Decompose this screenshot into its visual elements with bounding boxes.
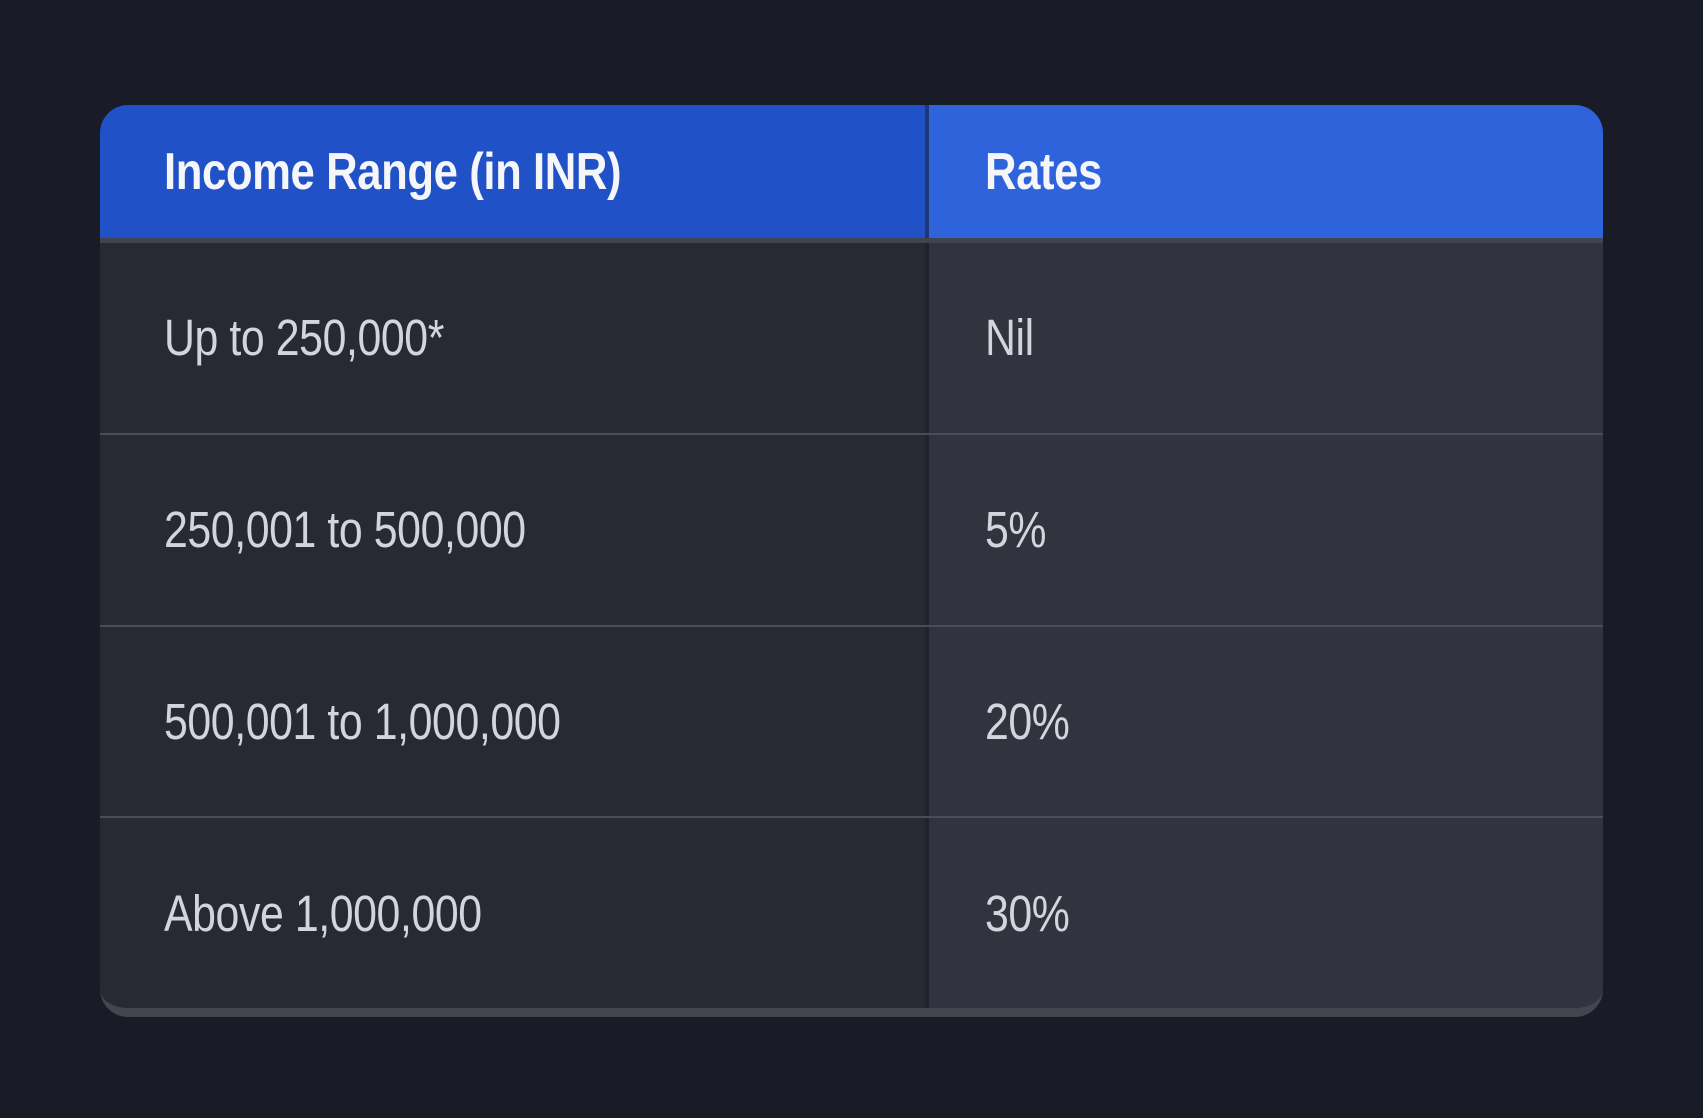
table-row: 250,001 to 500,000 5% (100, 432, 1603, 625)
income-tax-slab-table: Income Range (in INR) Rates Up to 250,00… (100, 105, 1603, 1017)
income-range-cell: Up to 250,000* (100, 243, 925, 433)
income-range-cell: 500,001 to 1,000,000 (100, 626, 925, 817)
income-range-cell: Above 1,000,000 (100, 818, 925, 1008)
income-range-value: Above 1,000,000 (164, 884, 482, 942)
rate-value: 5% (985, 501, 1047, 559)
income-range-cell: 250,001 to 500,000 (100, 434, 925, 625)
rate-cell: Nil (925, 243, 1603, 433)
rate-cell: 5% (925, 434, 1603, 625)
column-header-rates: Rates (925, 105, 1603, 238)
column-header-income-range: Income Range (in INR) (100, 105, 925, 238)
rate-cell: 20% (925, 626, 1603, 817)
income-range-value: Up to 250,000* (164, 309, 444, 367)
table-row: Up to 250,000* Nil (100, 238, 1603, 433)
rate-cell: 30% (925, 818, 1603, 1008)
column-header-rates-label: Rates (985, 142, 1102, 201)
table-row: 500,001 to 1,000,000 20% (100, 624, 1603, 817)
table-row: Above 1,000,000 30% (100, 816, 1603, 1008)
rate-value: 20% (985, 692, 1070, 750)
income-range-value: 250,001 to 500,000 (164, 501, 526, 559)
column-header-income-range-label: Income Range (in INR) (164, 142, 622, 201)
income-range-value: 500,001 to 1,000,000 (164, 692, 561, 750)
table-header-row: Income Range (in INR) Rates (100, 105, 1603, 238)
rate-value: Nil (985, 309, 1034, 367)
rate-value: 30% (985, 884, 1070, 942)
